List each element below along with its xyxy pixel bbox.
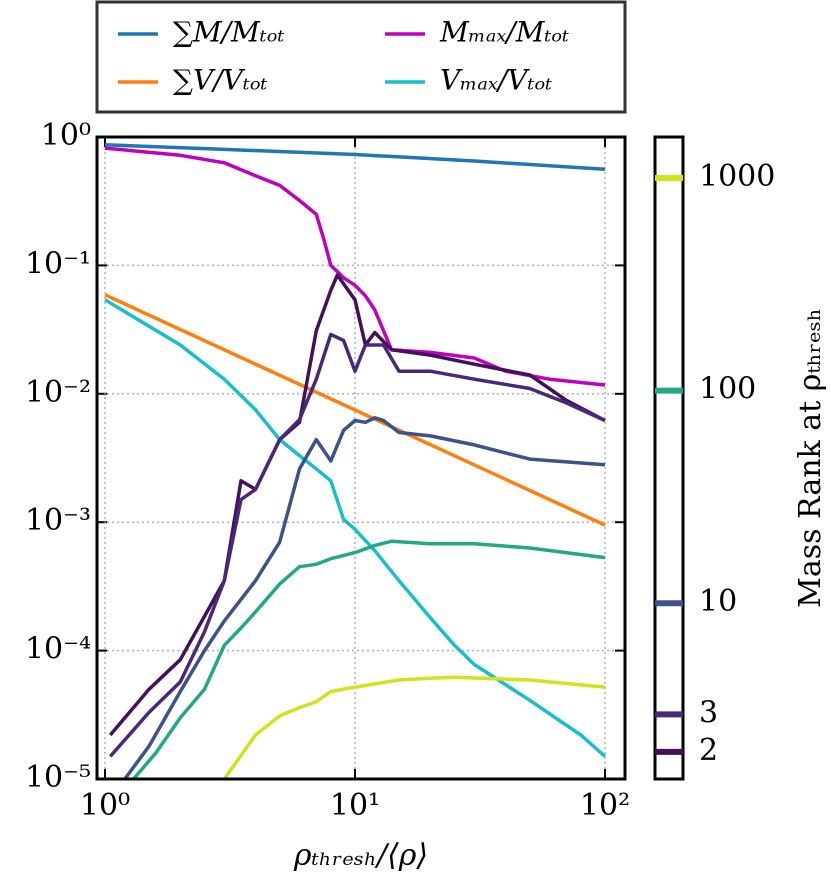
legend-label: ∑M/Mₜₒₜ [173, 16, 284, 49]
line [108, 332, 606, 758]
colorbar-label: Mass Rank at ρₜₕᵣₑₛₕ [793, 308, 828, 608]
line [123, 416, 606, 779]
colorbar [653, 135, 685, 781]
line [104, 293, 606, 527]
line [104, 298, 607, 758]
legend-label: Vₘₐₓ/Vₜₒₜ [440, 64, 552, 97]
colorbar-tick-label: 2 [699, 733, 718, 768]
y-tick-label: 10⁻² [25, 375, 91, 410]
y-tick-label: 10⁻⁴ [25, 632, 91, 667]
x-tick-label: 10⁰ [80, 788, 130, 823]
x-tick-label: 10² [580, 788, 630, 823]
y-tick-label: 10⁻⁵ [25, 760, 91, 795]
legend-label: Mₘₐₓ/Mₜₒₜ [439, 16, 569, 49]
plot-frame [95, 135, 627, 781]
y-tick-label: 10⁻¹ [25, 246, 91, 281]
colorbar-tick-label: 100 [699, 372, 756, 407]
line [222, 675, 606, 779]
line [132, 539, 606, 779]
x-tick-label: 10¹ [330, 788, 380, 823]
y-tick-label: 10⁻³ [25, 503, 91, 538]
legend-label: ∑V/Vₜₒₜ [173, 64, 268, 97]
colorbar-tick-label: 10 [699, 584, 737, 619]
line [104, 143, 606, 172]
plot-lines [104, 143, 607, 779]
legend-box [95, 0, 627, 114]
y-tick-label: 10⁰ [41, 118, 91, 153]
line [108, 273, 606, 737]
line [104, 146, 606, 387]
colorbar-tick-label: 1000 [699, 159, 775, 194]
x-axis-label: ρₜₕᵣₑₛₕ/⟨ρ⟩ [293, 838, 428, 873]
colorbar-tick-label: 3 [699, 695, 718, 730]
